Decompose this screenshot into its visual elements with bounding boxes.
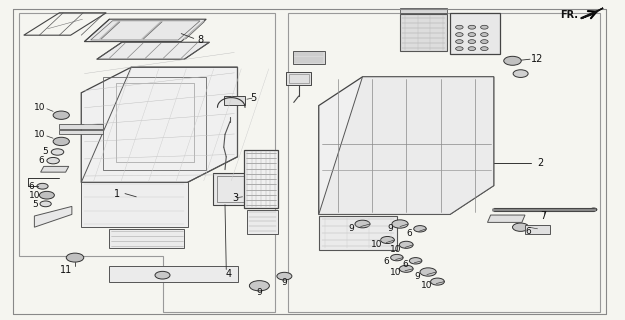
Text: 4: 4 — [225, 268, 231, 279]
Circle shape — [468, 33, 476, 36]
Text: FR.: FR. — [560, 10, 578, 20]
Circle shape — [468, 25, 476, 29]
Text: 5: 5 — [32, 200, 39, 209]
Circle shape — [481, 25, 488, 29]
Circle shape — [277, 272, 292, 280]
Polygon shape — [292, 51, 325, 64]
Text: 10: 10 — [371, 240, 382, 249]
Circle shape — [47, 157, 59, 164]
Text: 6: 6 — [38, 156, 44, 165]
Circle shape — [51, 149, 64, 155]
Circle shape — [40, 201, 51, 207]
Circle shape — [468, 47, 476, 51]
Circle shape — [53, 111, 69, 119]
Text: 7: 7 — [541, 211, 547, 221]
Text: 6: 6 — [383, 257, 389, 266]
Circle shape — [456, 25, 463, 29]
Text: 3: 3 — [232, 193, 238, 204]
Text: 1: 1 — [114, 189, 121, 199]
Polygon shape — [581, 8, 603, 19]
Circle shape — [431, 278, 444, 285]
Circle shape — [468, 40, 476, 44]
Polygon shape — [84, 19, 206, 42]
Text: 6: 6 — [406, 229, 412, 238]
Text: 8: 8 — [197, 35, 203, 45]
Text: 6: 6 — [525, 227, 531, 236]
Bar — [217, 176, 246, 202]
Polygon shape — [213, 173, 250, 205]
Polygon shape — [81, 67, 238, 182]
Text: 9: 9 — [281, 278, 288, 287]
Circle shape — [409, 258, 422, 264]
Circle shape — [456, 33, 463, 36]
Polygon shape — [450, 13, 500, 54]
Text: 5: 5 — [42, 148, 48, 156]
Text: 10: 10 — [390, 245, 401, 254]
Circle shape — [399, 241, 413, 248]
Circle shape — [512, 223, 529, 231]
Circle shape — [513, 70, 528, 77]
Circle shape — [66, 253, 84, 262]
Text: 11: 11 — [59, 265, 72, 276]
Circle shape — [355, 220, 370, 228]
Polygon shape — [97, 42, 209, 59]
Circle shape — [504, 56, 521, 65]
Circle shape — [481, 47, 488, 51]
Text: 10: 10 — [421, 281, 432, 290]
Polygon shape — [319, 216, 397, 250]
Circle shape — [456, 40, 463, 44]
Polygon shape — [244, 150, 278, 208]
Circle shape — [37, 183, 48, 189]
Polygon shape — [319, 77, 494, 214]
Circle shape — [399, 265, 413, 272]
Circle shape — [249, 281, 269, 291]
Polygon shape — [400, 14, 447, 51]
Polygon shape — [488, 215, 525, 222]
Circle shape — [481, 40, 488, 44]
Text: 5: 5 — [250, 92, 256, 103]
Circle shape — [155, 271, 170, 279]
Polygon shape — [109, 229, 184, 248]
Circle shape — [392, 220, 408, 228]
Text: 10: 10 — [29, 191, 40, 200]
Polygon shape — [109, 266, 238, 282]
Polygon shape — [224, 96, 245, 105]
Polygon shape — [400, 8, 447, 13]
Circle shape — [481, 33, 488, 36]
Polygon shape — [81, 182, 188, 227]
Circle shape — [39, 191, 54, 199]
Circle shape — [53, 137, 69, 146]
Text: 10: 10 — [34, 130, 45, 139]
Bar — [289, 74, 309, 83]
Polygon shape — [286, 72, 311, 85]
Polygon shape — [319, 77, 494, 214]
Polygon shape — [41, 166, 69, 172]
Polygon shape — [525, 225, 550, 234]
Circle shape — [456, 47, 463, 51]
Circle shape — [420, 268, 436, 276]
Polygon shape — [59, 130, 103, 134]
Polygon shape — [59, 124, 103, 129]
Text: 2: 2 — [538, 158, 544, 168]
Text: 9: 9 — [256, 288, 262, 297]
Circle shape — [414, 226, 426, 232]
Text: 12: 12 — [531, 54, 544, 64]
Text: 9: 9 — [348, 224, 354, 233]
Circle shape — [381, 236, 394, 244]
Text: 10: 10 — [34, 103, 45, 112]
Circle shape — [591, 208, 597, 211]
Polygon shape — [247, 210, 278, 234]
Circle shape — [391, 254, 403, 261]
Text: 9: 9 — [414, 272, 421, 281]
Text: 6: 6 — [402, 260, 408, 269]
Text: 6: 6 — [28, 182, 34, 191]
Polygon shape — [34, 206, 72, 227]
Text: 9: 9 — [388, 224, 394, 233]
Text: 10: 10 — [390, 268, 401, 277]
